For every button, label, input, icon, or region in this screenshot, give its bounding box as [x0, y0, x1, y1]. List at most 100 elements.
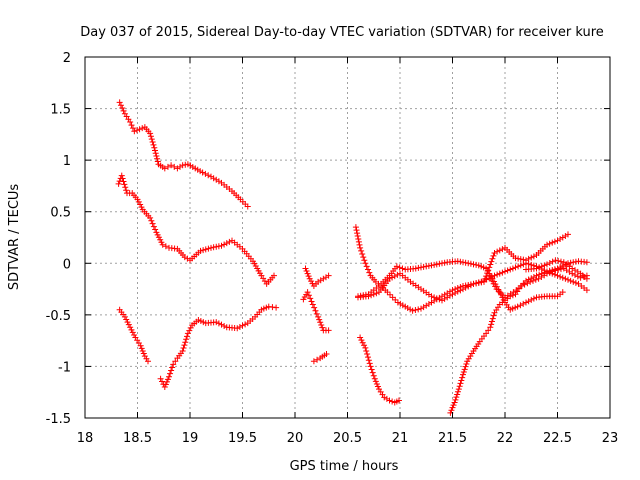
data-point [234, 325, 241, 332]
data-point [157, 375, 164, 382]
data-point [154, 155, 161, 162]
data-point [357, 334, 364, 341]
data-point [309, 301, 316, 308]
data-point [137, 201, 144, 208]
data-point [528, 296, 535, 303]
data-point [453, 394, 460, 401]
data-point [396, 264, 403, 271]
data-point [305, 273, 312, 280]
data-point [562, 275, 569, 282]
data-point [159, 241, 166, 248]
data-point [369, 369, 376, 376]
data-point [215, 178, 222, 185]
data-point [364, 354, 371, 361]
series-track-j [355, 231, 571, 304]
data-point [425, 301, 432, 308]
series-track-k [357, 334, 402, 406]
data-point [523, 299, 529, 306]
data-point [554, 237, 561, 244]
data-point [546, 259, 553, 266]
data-point [439, 260, 445, 267]
data-point [458, 377, 465, 384]
data-point [399, 265, 406, 272]
data-point [496, 289, 503, 296]
data-point [463, 360, 470, 367]
data-point [583, 275, 590, 282]
data-point [182, 161, 189, 168]
data-point [509, 265, 516, 272]
data-point [487, 261, 494, 268]
data-point [515, 255, 522, 262]
data-point [183, 336, 190, 343]
data-point [459, 374, 466, 381]
data-point [115, 180, 122, 187]
data-point [436, 260, 443, 267]
data-point [162, 381, 169, 388]
data-point [179, 162, 186, 169]
y-tick-label: 1 [63, 154, 71, 169]
data-point [166, 373, 172, 380]
data-point [567, 277, 574, 284]
data-point [387, 291, 394, 298]
data-point [487, 324, 494, 331]
data-point [448, 407, 455, 414]
x-tick-label: 20 [287, 431, 304, 446]
data-point [322, 274, 329, 281]
y-tick-label: -0.5 [46, 309, 71, 324]
data-point [210, 244, 217, 251]
data-point [370, 291, 377, 298]
data-point [152, 226, 159, 233]
x-tick-label: 18.5 [123, 431, 152, 446]
data-point [152, 150, 159, 157]
data-point [200, 247, 207, 254]
data-point [148, 136, 155, 143]
data-point [355, 235, 362, 242]
data-point [428, 299, 435, 306]
data-point [467, 282, 474, 289]
data-point [549, 268, 556, 275]
data-point [202, 170, 209, 177]
data-point [163, 378, 170, 385]
axis-ticks: 18 18.5 19 19.5 20 20.5 21 21.5 22 22.5 23-1.5-1-0… [46, 51, 619, 446]
data-point [454, 258, 461, 265]
data-point [373, 380, 380, 387]
data-point [363, 263, 370, 270]
data-point [558, 266, 564, 273]
chart-title: Day 037 of 2015, Sidereal Day-to-day VTE… [80, 25, 604, 40]
data-point [354, 233, 361, 240]
data-point [359, 339, 366, 346]
data-point [552, 267, 559, 274]
data-point [518, 282, 525, 289]
data-point [559, 234, 566, 241]
data-point [383, 395, 390, 402]
data-point [164, 376, 171, 383]
data-point [365, 293, 372, 300]
data-point [368, 366, 375, 373]
data-point [315, 313, 322, 320]
data-point [205, 172, 212, 179]
data-point [512, 264, 519, 271]
data-point [122, 184, 129, 191]
data-point [386, 275, 393, 282]
data-point [197, 247, 204, 254]
data-point [168, 367, 175, 374]
data-point [215, 243, 222, 250]
data-point [433, 295, 440, 302]
data-point [544, 261, 550, 268]
data-point [489, 255, 496, 262]
data-point [133, 127, 140, 134]
data-point [317, 319, 324, 326]
data-points [115, 99, 590, 416]
data-point [536, 264, 543, 271]
data-point [502, 268, 508, 275]
data-point [128, 326, 135, 333]
data-point [431, 261, 438, 268]
data-point [236, 323, 243, 330]
data-point [482, 275, 489, 282]
data-point [305, 292, 312, 299]
data-point [528, 254, 535, 261]
data-point [565, 260, 571, 267]
data-point [489, 278, 496, 285]
data-point [139, 347, 146, 354]
data-point [184, 333, 191, 340]
